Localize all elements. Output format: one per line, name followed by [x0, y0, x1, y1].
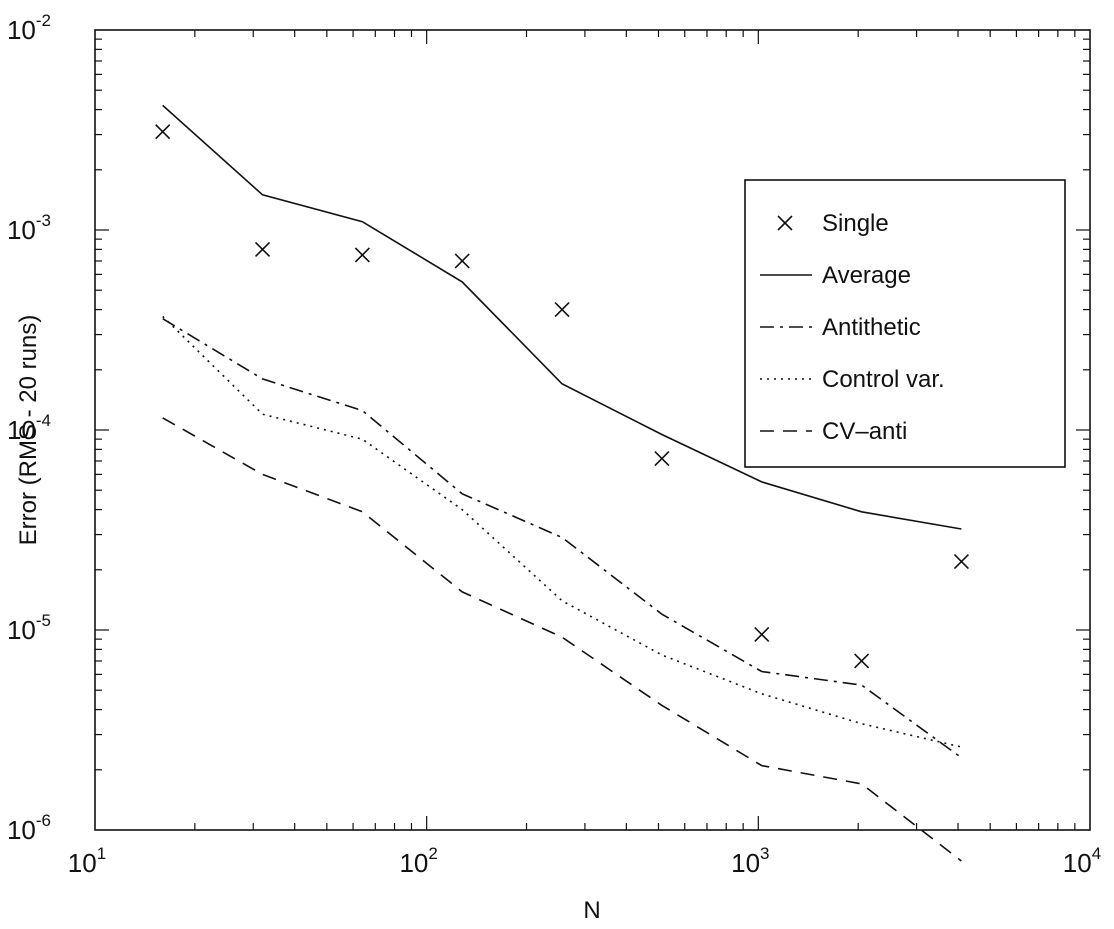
y-tick-label: 10-5: [7, 611, 51, 645]
x-tick-label: 102: [399, 844, 437, 878]
data-point-single: [355, 248, 369, 262]
legend-label: Control var.: [822, 366, 945, 393]
data-point-single: [555, 303, 569, 317]
y-axis-label: Error (RMS - 20 runs): [15, 315, 42, 546]
data-point-single: [954, 555, 968, 569]
y-tick-label: 10-2: [7, 11, 51, 45]
x-axis-label: N: [583, 897, 600, 924]
legend-label: Antithetic: [822, 314, 921, 341]
data-point-single: [655, 452, 669, 466]
data-point-single: [256, 242, 270, 256]
data-point-single: [855, 654, 869, 668]
x-tick-label: 101: [68, 844, 106, 878]
legend: Single Average Antithetic Control var. CV–an…: [745, 180, 1065, 467]
series-cv-anti: [163, 418, 962, 861]
data-point-single: [455, 254, 469, 268]
y-tick-label: 10-3: [7, 211, 51, 245]
data-point-single: [156, 125, 170, 139]
x-tick-label: 103: [731, 844, 769, 878]
legend-label: Single: [822, 210, 889, 237]
data-point-single: [755, 627, 769, 641]
series-line-cv-anti: [163, 418, 962, 861]
legend-label: CV–anti: [822, 418, 907, 445]
legend-label: Average: [822, 262, 911, 289]
y-tick-label: 10-6: [7, 811, 51, 845]
x-tick-label: 104: [1063, 844, 1101, 878]
